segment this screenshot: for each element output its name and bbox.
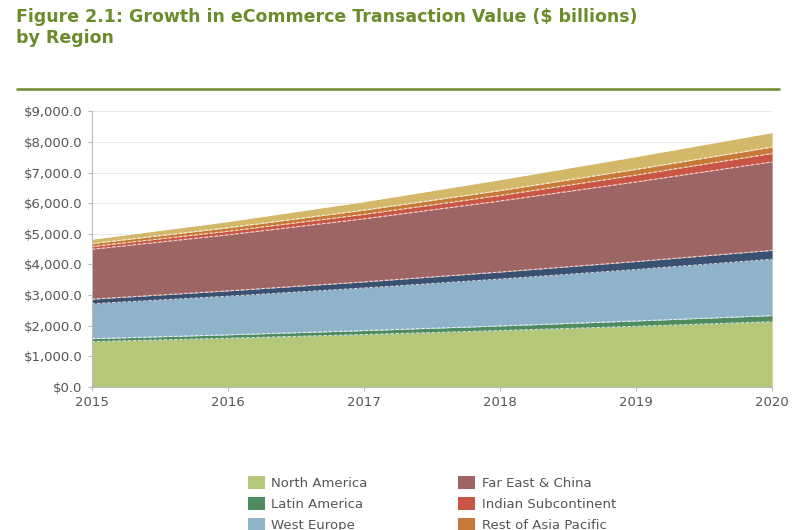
Text: by Region: by Region (16, 29, 114, 47)
Text: Figure 2.1: Growth in eCommerce Transaction Value ($ billions): Figure 2.1: Growth in eCommerce Transact… (16, 8, 638, 26)
Legend: North America, Latin America, West Europe, Central & East Europe, Far East & Chi: North America, Latin America, West Europ… (242, 471, 622, 530)
